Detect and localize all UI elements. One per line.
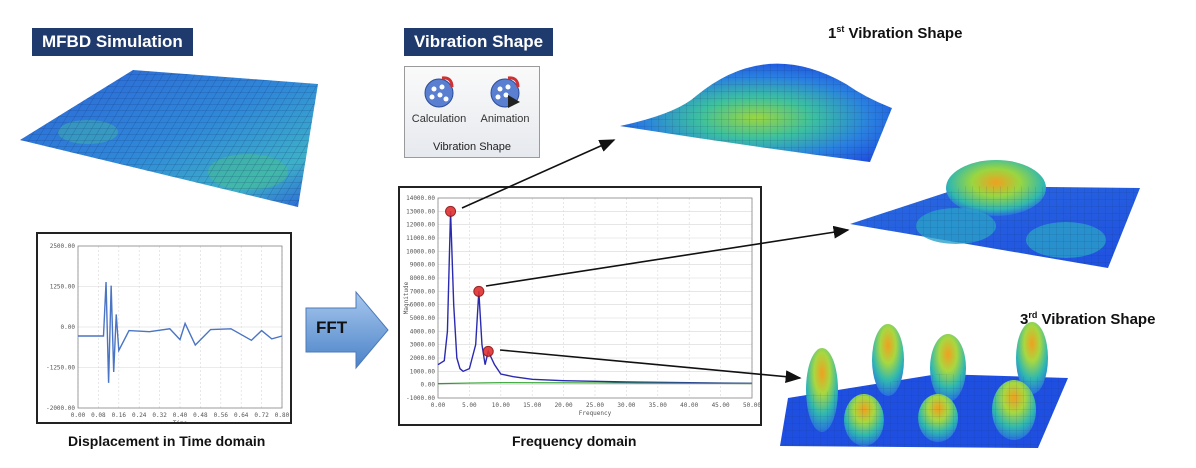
arrow-to-first-shape	[461, 139, 616, 209]
second-vibration-shape-image	[850, 160, 1140, 268]
x-tick-label: 0.40	[173, 412, 188, 419]
y-tick-label: -2000.00	[46, 405, 75, 412]
calculation-label: Calculation	[411, 113, 467, 125]
y-tick-label: 9000.00	[410, 262, 436, 269]
series-line-2	[437, 382, 753, 385]
arrow-to-second-shape	[485, 225, 850, 287]
x-axis-label: Time	[173, 420, 188, 422]
animation-label: Animation	[480, 113, 530, 125]
peak-marker-1	[445, 205, 457, 217]
y-tick-label: 12000.00	[406, 222, 435, 229]
x-tick-label: 0.32	[152, 412, 167, 419]
time-domain-chart-panel: 0.00 0.08 0.16 0.24 0.32 0.40 0.48 0.56 0.64 0.72…	[36, 232, 292, 424]
y-tick-label: 8000.00	[410, 275, 436, 282]
mfbd-simulation-title: MFBD Simulation	[32, 28, 193, 56]
frequency-domain-caption: Frequency domain	[512, 433, 637, 449]
x-tick-label: 40.00	[680, 402, 698, 409]
x-tick-label: 5.00	[462, 402, 477, 409]
vibration-shape-title: Vibration Shape	[404, 28, 554, 56]
y-tick-label: 10000.00	[406, 248, 435, 255]
x-tick-label: 0.56	[214, 412, 229, 419]
y-tick-label: 6000.00	[410, 302, 436, 309]
y-tick-label: 0.00	[421, 382, 436, 389]
series-line-1	[437, 211, 753, 385]
x-tick-label: 45.00	[712, 402, 730, 409]
x-tick-label: 0.48	[193, 412, 208, 419]
y-tick-label: -1000.00	[406, 395, 435, 402]
x-tick-label: 0.00	[431, 402, 446, 409]
y-tick-label: 13000.00	[406, 208, 435, 215]
animation-button[interactable]: Animation	[475, 75, 535, 125]
x-tick-label: 50.00	[743, 402, 760, 409]
frequency-domain-chart: 0.00 5.00 10.00 15.00 20.00 25.00 30.00 35.00 40…	[403, 195, 760, 417]
y-tick-label: 5000.00	[410, 315, 436, 322]
plot-area	[77, 245, 283, 409]
y-tick-label: 3000.00	[410, 342, 436, 349]
time-domain-chart: 0.00 0.08 0.16 0.24 0.32 0.40 0.48 0.56 0.64 0.72…	[46, 243, 290, 422]
first-text: Vibration Shape	[844, 25, 963, 42]
fft-label: FFT	[316, 318, 348, 337]
y-tick-label: 11000.00	[406, 235, 435, 242]
x-axis-label: Frequency	[579, 410, 612, 417]
fft-arrow	[305, 290, 389, 370]
x-tick-label: 0.24	[132, 412, 147, 419]
x-tick-label: 0.64	[234, 412, 249, 419]
y-tick-label: 0.00	[61, 324, 76, 331]
y-tick-label: 1250.00	[50, 284, 76, 291]
calculation-icon	[424, 76, 454, 108]
peak-marker-2	[473, 285, 485, 297]
third-vibration-shape-label: 3rd Vibration Shape	[1020, 310, 1155, 328]
third-vibration-shape-image	[780, 322, 1068, 448]
x-tick-label: 35.00	[649, 402, 667, 409]
animation-icon	[490, 76, 520, 108]
y-tick-label: -1250.00	[46, 365, 75, 372]
ribbon-group-label: Vibration Shape	[432, 141, 512, 153]
x-tick-label: 0.00	[71, 412, 86, 419]
arrow-to-third-shape	[499, 349, 802, 384]
y-tick-label: 2000.00	[410, 355, 436, 362]
series-line-1	[78, 281, 283, 383]
y-axis-label: Magnitude	[403, 281, 410, 314]
y-tick-label: 4000.00	[410, 328, 436, 335]
plot-area	[437, 197, 753, 399]
y-tick-label: 2500.00	[50, 243, 76, 250]
simulation-plate-image	[20, 70, 318, 207]
vibration-shape-ribbon: Calculation Animation Vibration Shape	[404, 66, 540, 158]
x-tick-label: 10.00	[492, 402, 510, 409]
peak-marker-3	[482, 345, 494, 357]
x-tick-label: 15.00	[523, 402, 541, 409]
x-tick-label: 0.72	[254, 412, 269, 419]
first-ordinal: 1	[828, 25, 837, 42]
y-tick-label: 1000.00	[410, 368, 436, 375]
calculation-button[interactable]: Calculation	[409, 75, 469, 125]
y-tick-label: 7000.00	[410, 288, 436, 295]
x-tick-label: 0.08	[91, 412, 106, 419]
third-suffix: rd	[1028, 310, 1038, 320]
x-tick-label: 25.00	[586, 402, 604, 409]
first-vibration-shape-image	[620, 63, 892, 162]
first-vibration-shape-label: 1st Vibration Shape	[828, 24, 962, 42]
x-tick-label: 0.80	[275, 412, 290, 419]
third-text: Vibration Shape	[1037, 311, 1156, 328]
time-domain-caption: Displacement in Time domain	[68, 433, 266, 449]
x-tick-label: 0.16	[112, 412, 127, 419]
third-ordinal: 3	[1020, 311, 1029, 328]
frequency-domain-chart-panel: 0.00 5.00 10.00 15.00 20.00 25.00 30.00 35.00 40…	[398, 186, 762, 426]
x-tick-label: 20.00	[555, 402, 573, 409]
first-suffix: st	[836, 24, 845, 34]
x-tick-label: 30.00	[617, 402, 635, 409]
y-tick-label: 14000.00	[406, 195, 435, 202]
